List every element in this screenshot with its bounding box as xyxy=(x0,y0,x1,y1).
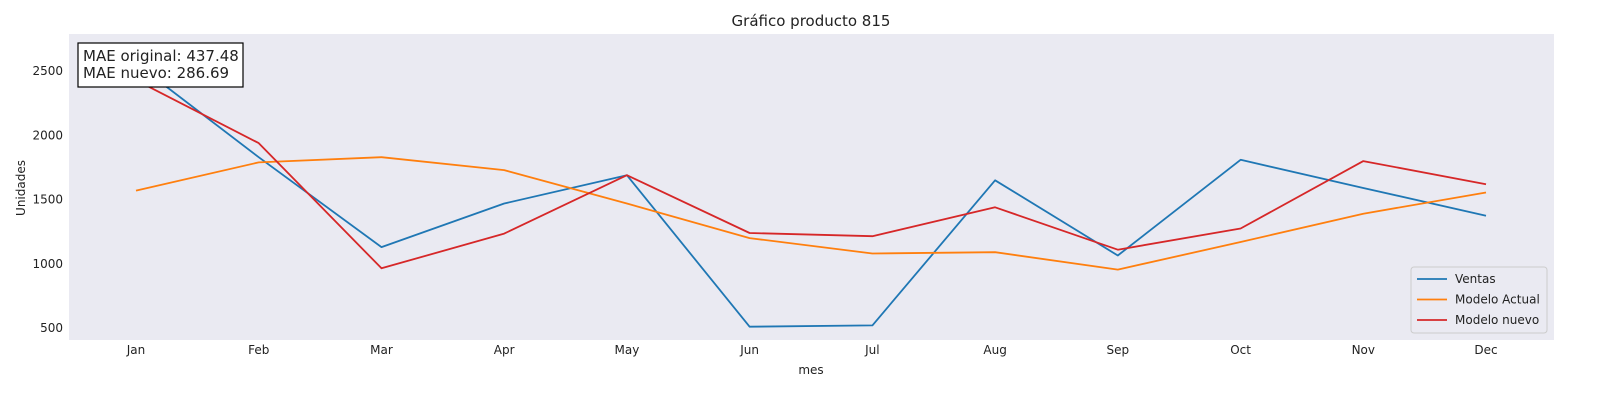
annotation-box xyxy=(77,42,244,88)
x-tick-label: Mar xyxy=(370,343,393,357)
y-axis-label: Unidades xyxy=(14,160,28,216)
x-axis-label: mes xyxy=(798,363,823,377)
legend-label: Ventas xyxy=(1455,272,1496,286)
x-tick-label: Feb xyxy=(248,343,269,357)
series-line-1 xyxy=(135,62,1487,328)
legend-label: Modelo Actual xyxy=(1455,293,1540,307)
legend-box xyxy=(1410,266,1548,334)
x-tick-label: Aug xyxy=(983,343,1006,357)
x-axis: Jan Feb Mar Apr May Jun Jul Aug Sep Oct Nov Dec xyxy=(126,343,1498,357)
x-tick-label: Jun xyxy=(739,343,759,357)
plot-area xyxy=(69,34,1554,340)
y-tick-label: 2500 xyxy=(32,64,63,78)
x-tick-label: Sep xyxy=(1107,343,1130,357)
y-tick-label: 2000 xyxy=(32,128,63,142)
x-tick-label: Apr xyxy=(494,343,515,357)
annotation-line-2: MAE nuevo: 286.69 xyxy=(83,64,229,82)
legend-label: Modelo nuevo xyxy=(1455,313,1539,327)
x-tick-label: Dec xyxy=(1474,343,1497,357)
x-tick-label: Oct xyxy=(1230,343,1251,357)
x-tick-label: May xyxy=(615,343,640,357)
y-tick-label: 500 xyxy=(40,321,63,335)
y-tick-label: 1500 xyxy=(32,193,63,207)
chart-title: Gráfico producto 815 xyxy=(732,12,891,30)
y-axis: 500 1000 1500 2000 2500 xyxy=(32,64,63,335)
y-tick-label: 1000 xyxy=(32,257,63,271)
legend: Ventas Modelo Actual Modelo nuevo xyxy=(1410,266,1548,334)
annotation-line-1: MAE original: 437.48 xyxy=(83,47,239,65)
x-tick-label: Jan xyxy=(126,343,146,357)
x-tick-label: Nov xyxy=(1352,343,1375,357)
x-tick-label: Jul xyxy=(864,343,879,357)
series-line-2 xyxy=(135,156,1487,271)
mae-annotation: MAE original: 437.48 MAE nuevo: 286.69 xyxy=(77,42,244,88)
series-line-3 xyxy=(135,79,1487,270)
